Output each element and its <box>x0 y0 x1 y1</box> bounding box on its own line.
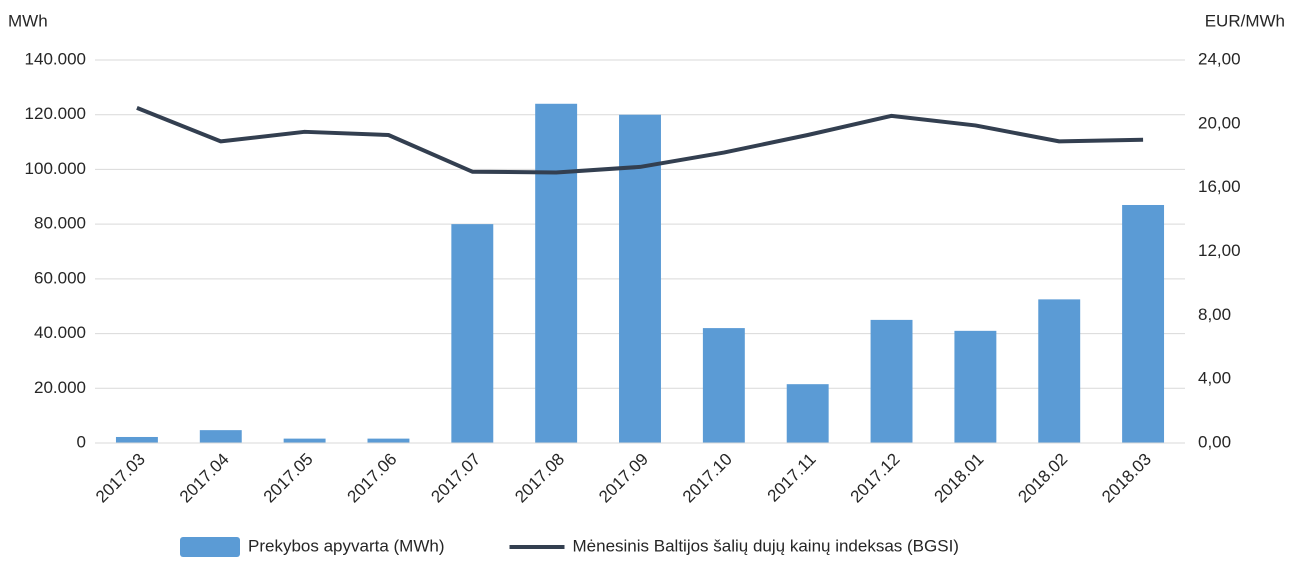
y2-tick-label: 12,00 <box>1198 241 1241 260</box>
bar <box>870 319 913 443</box>
x-tick-label: 2017.10 <box>679 450 736 507</box>
legend-label: Prekybos apyvarta (MWh) <box>248 536 445 555</box>
bar <box>535 103 578 444</box>
x-tick-label: 2017.06 <box>344 450 401 507</box>
y2-tick-label: 16,00 <box>1198 177 1241 196</box>
x-tick-label: 2018.01 <box>930 450 987 507</box>
line <box>136 106 1144 175</box>
y2-tick-label: 8,00 <box>1198 305 1231 324</box>
y-tick-label: 60.000 <box>34 268 86 287</box>
x-tick-label: 2017.04 <box>176 450 233 507</box>
y-tick-label: 40.000 <box>34 323 86 342</box>
y2-tick-label: 4,00 <box>1198 369 1231 388</box>
y2-axis-label: EUR/MWh <box>1205 11 1285 30</box>
y-tick-label: 100.000 <box>25 159 86 178</box>
legend-label: Mėnesinis Baltijos šalių dujų kainų inde… <box>573 536 959 555</box>
bar <box>199 430 242 443</box>
x-tick-label: 2018.03 <box>1098 450 1155 507</box>
y2-tick-label: 24,00 <box>1198 49 1241 68</box>
legend-swatch <box>180 537 240 557</box>
bar <box>786 384 829 443</box>
bar <box>367 438 410 443</box>
x-tick-label: 2017.12 <box>847 450 904 507</box>
x-tick-label: 2017.05 <box>260 450 317 507</box>
bar <box>1038 299 1081 443</box>
x-tick-label: 2017.08 <box>511 450 568 507</box>
x-tick-label: 2017.11 <box>764 450 820 506</box>
y-axis-label: MWh <box>8 11 48 30</box>
bar <box>283 438 326 443</box>
y-tick-label: 0 <box>77 432 86 451</box>
x-tick-label: 2018.02 <box>1014 450 1071 507</box>
bar <box>954 330 997 443</box>
x-tick-label: 2017.09 <box>595 450 652 507</box>
y-tick-label: 80.000 <box>34 214 86 233</box>
bar <box>702 328 745 443</box>
y2-tick-label: 0,00 <box>1198 432 1231 451</box>
y2-tick-label: 20,00 <box>1198 113 1241 132</box>
y-tick-label: 120.000 <box>25 104 86 123</box>
x-tick-label: 2017.07 <box>427 450 484 507</box>
bar <box>1122 204 1165 443</box>
y-tick-label: 140.000 <box>25 49 86 68</box>
bar <box>115 436 158 443</box>
bar <box>451 224 494 443</box>
y-tick-label: 20.000 <box>34 378 86 397</box>
x-tick-label: 2017.03 <box>92 450 149 507</box>
